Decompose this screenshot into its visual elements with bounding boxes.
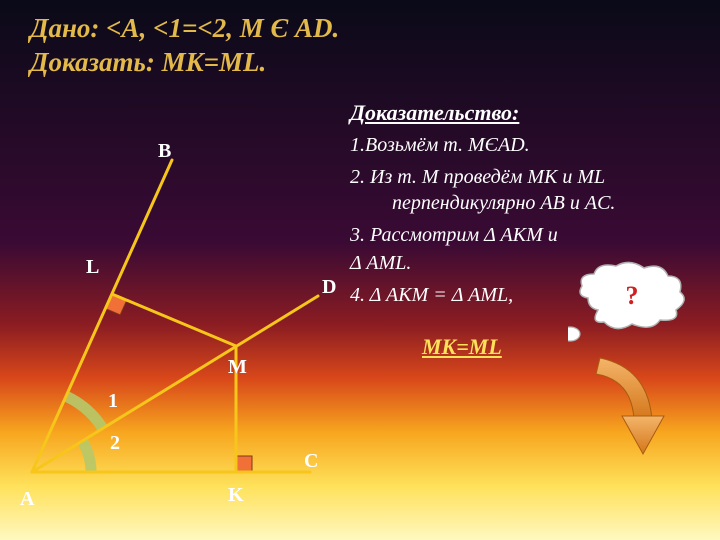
point-label-L: L [86,256,99,279]
point-label-B: B [158,140,171,163]
curved-arrow-icon [568,350,688,490]
proof-header: Доказательство: [350,100,690,126]
point-label-C: C [304,450,318,473]
svg-text:?: ? [626,281,639,310]
point-label-A: A [20,488,34,511]
point-label-K: K [228,484,244,507]
proof-step-1: 1.Возьмём т. МЄAD. [350,132,690,158]
point-label-M: M [228,356,247,379]
proof-step-2: 2. Из т. М проведём МК и MLперпендикуляр… [350,164,690,216]
point-label-D: D [322,276,336,299]
angle-label-2: 2 [110,432,120,455]
geometry-diagram [0,0,400,540]
proof-step-3a: 3. Рассмотрим Δ AKM и [350,222,690,248]
angle-label-1: 1 [108,390,118,413]
